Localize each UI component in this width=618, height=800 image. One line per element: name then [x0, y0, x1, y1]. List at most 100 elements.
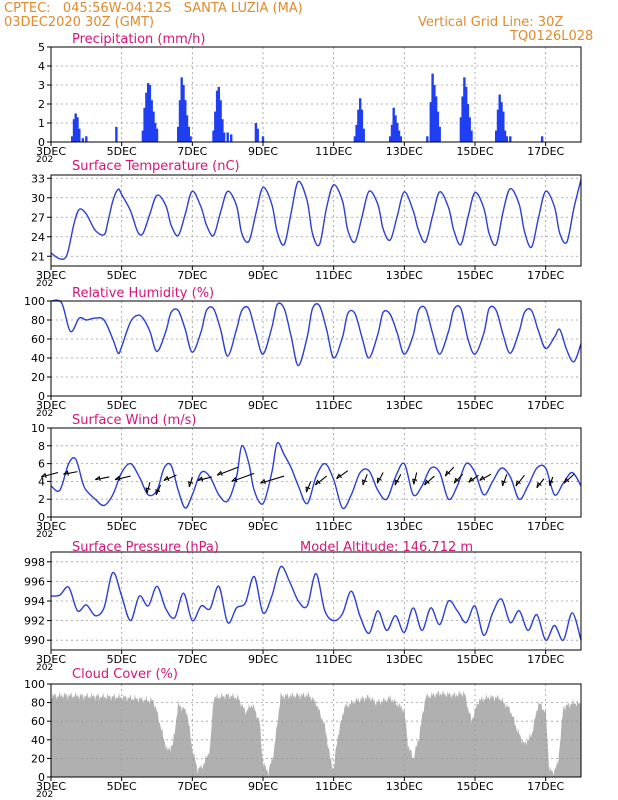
wind-arrow [41, 471, 59, 478]
series-line [50, 179, 582, 260]
wind-arrow-head [94, 475, 101, 482]
y-tick-label: 1 [38, 117, 45, 130]
wind-arrow-head [63, 470, 69, 476]
x-tick-label: 9DEC [248, 520, 278, 533]
precip-bar [357, 109, 360, 142]
wind-arrow-head [216, 470, 223, 476]
wind-arrow-head [163, 475, 170, 482]
precip-bar [397, 130, 401, 142]
wind-arrow [394, 474, 402, 486]
x-tick-label: 13DEC [386, 653, 423, 666]
y-tick-label: 3 [38, 79, 45, 92]
wind-arrow [63, 471, 78, 475]
wind-arrow-head [362, 479, 367, 486]
y-tick-label: 4 [38, 475, 45, 488]
precip-bar [353, 136, 357, 142]
precip-bar [498, 94, 501, 142]
precip-bar [540, 136, 544, 142]
y-tick-label: 30 [31, 192, 45, 205]
x-tick-label: 17DEC [527, 269, 564, 282]
panel-frame [50, 683, 582, 778]
x-tick-year-fragment: 202 [36, 790, 53, 800]
precip-bar [187, 126, 190, 142]
x-tick-label: 9DEC [248, 653, 278, 666]
wind-arrow-head [424, 479, 430, 486]
x-tick-year-fragment: 202 [36, 409, 53, 419]
y-tick-label: 992 [24, 615, 45, 628]
wind-arrow-head [114, 475, 121, 481]
wind-arrow [453, 473, 464, 484]
model-id-header: TQ0126L028 [510, 29, 594, 44]
y-tick-label: 33 [31, 172, 45, 185]
precip-bar [182, 85, 185, 142]
precip-bar [72, 119, 76, 142]
y-tick-label: 2 [38, 98, 45, 111]
wind-arrow [146, 482, 151, 494]
x-tick-label: 15DEC [456, 399, 493, 412]
y-tick-label: 60 [31, 333, 45, 346]
wind-arrow [479, 473, 492, 482]
x-tick-label: 7DEC [177, 145, 207, 158]
x-tick-year-fragment: 202 [36, 530, 53, 540]
wind-arrow [362, 474, 368, 486]
run-date-header: 03DEC2020 30Z (GMT) [4, 15, 155, 30]
precip-bar [217, 86, 220, 142]
panel-title: Surface Pressure (hPa) [72, 540, 219, 555]
wind-arrow-head [376, 477, 382, 484]
x-tick-label: 15DEC [456, 653, 493, 666]
precip-bar [254, 123, 258, 142]
x-tick-label: 7DEC [177, 780, 207, 793]
y-tick-label: 8 [38, 440, 45, 453]
x-tick-label: 15DEC [456, 269, 493, 282]
x-tick-label: 17DEC [527, 780, 564, 793]
panel-title: Relative Humidity (%) [72, 286, 214, 301]
wind-arrow-head [536, 481, 542, 488]
x-tick-label: 5DEC [107, 145, 137, 158]
precip-bar [459, 117, 463, 142]
x-tick-label: 15DEC [456, 145, 493, 158]
y-tick-label: 990 [24, 634, 45, 647]
x-tick-label: 7DEC [177, 653, 207, 666]
grid-line-header: Vertical Grid Line: 30Z [418, 15, 564, 30]
precip-bar [438, 126, 441, 142]
precip-bar [466, 104, 470, 142]
y-tick-label: 994 [24, 595, 45, 608]
y-tick-label: 40 [31, 734, 45, 747]
wind-arrow-head [145, 487, 151, 494]
precip-bar [145, 92, 148, 142]
precip-bar [147, 83, 150, 142]
precip-bar [495, 130, 498, 142]
series-line [50, 299, 582, 367]
x-tick-year-fragment: 202 [36, 279, 53, 289]
x-tick-label: 3DEC [36, 780, 66, 793]
x-tick-label: 9DEC [248, 399, 278, 412]
x-tick-label: 5DEC [107, 653, 137, 666]
station-header-left-1: CPTEC: 045:56W-04:12S SANTA LUZIA (MA) [4, 1, 303, 16]
x-tick-label: 17DEC [527, 399, 564, 412]
precip-bar [436, 111, 440, 142]
wind-arrow-head [479, 475, 486, 481]
precip-bar [115, 126, 118, 142]
precip-bar [214, 111, 217, 142]
y-tick-label: 4 [38, 60, 45, 73]
wind-arrow-head [336, 473, 342, 480]
precip-bar [76, 117, 79, 142]
y-tick-label: 100 [24, 678, 45, 691]
wind-arrow [114, 475, 131, 481]
x-tick-label: 5DEC [107, 520, 137, 533]
precip-bar [178, 100, 182, 142]
y-tick-label: 0 [38, 136, 45, 149]
wind-arrow-head [444, 470, 451, 477]
cloud-cover-area [51, 689, 581, 777]
wind-arrow-head [548, 480, 554, 487]
precip-bar [355, 124, 358, 142]
precip-bar [359, 98, 362, 142]
x-tick-label: 15DEC [456, 780, 493, 793]
precip-bar [399, 136, 402, 142]
wind-arrow [217, 466, 239, 476]
precip-bar [78, 128, 81, 142]
y-tick-label: 0 [38, 771, 45, 784]
y-tick-label: 0 [38, 390, 45, 403]
x-tick-label: 13DEC [386, 780, 423, 793]
wind-arrow-head [394, 479, 400, 486]
